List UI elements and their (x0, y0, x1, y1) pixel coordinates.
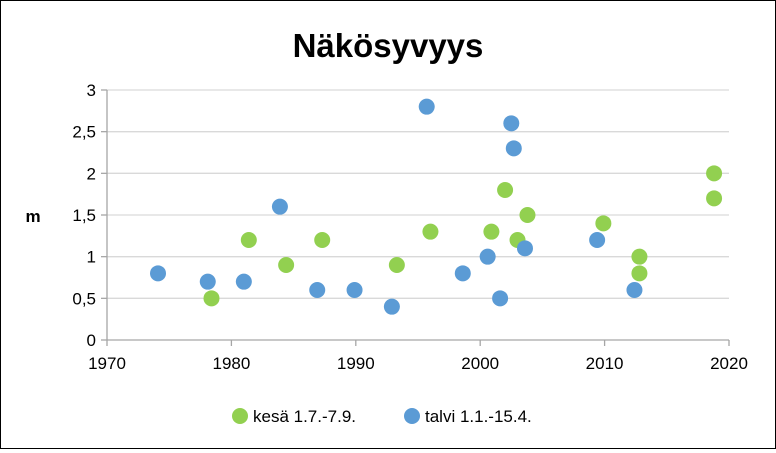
x-tick-labels: 1970 1980 1990 2000 2010 2020 (88, 354, 748, 373)
summer-point (422, 223, 439, 240)
winter-point (271, 198, 288, 215)
axes (101, 89, 730, 346)
y-axis-label: m (25, 207, 40, 226)
winter-point (503, 115, 520, 132)
y-tick-label: 0,5 (72, 289, 96, 308)
summer-point (631, 265, 648, 282)
y-tick-labels: 0 0,5 1 1,5 2 2,5 3 (72, 81, 96, 350)
chart-title: Näkösyvyys (293, 27, 484, 64)
y-tick-label: 0 (87, 331, 96, 350)
summer-point (706, 190, 723, 207)
x-tick-label: 2010 (586, 354, 624, 373)
data-points (150, 98, 723, 315)
winter-point (589, 232, 606, 248)
winter-point (346, 282, 363, 298)
summer-point (595, 215, 612, 232)
winter-point (309, 282, 326, 298)
summer-point (203, 290, 220, 307)
summer-point (519, 207, 536, 223)
summer-point (706, 165, 723, 182)
legend-label: talvi 1.1.-15.4. (425, 407, 532, 426)
y-tick-label: 1,5 (72, 206, 96, 225)
summer-point (278, 257, 295, 273)
winter-point (492, 290, 509, 307)
winter-point (150, 265, 167, 282)
y-tick-label: 2,5 (72, 123, 96, 142)
legend-marker (404, 408, 420, 424)
winter-point (383, 298, 400, 315)
x-tick-label: 1980 (212, 354, 250, 373)
gridlines (107, 89, 729, 299)
winter-point (626, 282, 643, 298)
winter-point (199, 273, 216, 290)
winter-point (235, 273, 252, 290)
summer-point (631, 248, 648, 265)
summer-point (240, 232, 257, 248)
summer-point (388, 257, 405, 273)
summer-point (483, 223, 500, 240)
legend: kesä 1.7.-7.9. talvi 1.1.-15.4. (232, 407, 532, 426)
summer-point (497, 182, 514, 198)
y-tick-label: 3 (87, 81, 96, 100)
summer-point (314, 232, 331, 248)
legend-label: kesä 1.7.-7.9. (253, 407, 356, 426)
winter-point (516, 240, 533, 257)
winter-point (505, 140, 522, 157)
y-tick-label: 1 (87, 248, 96, 267)
winter-point (479, 248, 496, 265)
winter-point (418, 98, 435, 115)
x-tick-label: 2020 (710, 354, 748, 373)
x-tick-label: 2000 (461, 354, 499, 373)
legend-marker (232, 408, 248, 424)
x-tick-label: 1990 (337, 354, 375, 373)
winter-point (454, 265, 471, 282)
y-tick-label: 2 (87, 164, 96, 183)
x-tick-label: 1970 (88, 354, 126, 373)
